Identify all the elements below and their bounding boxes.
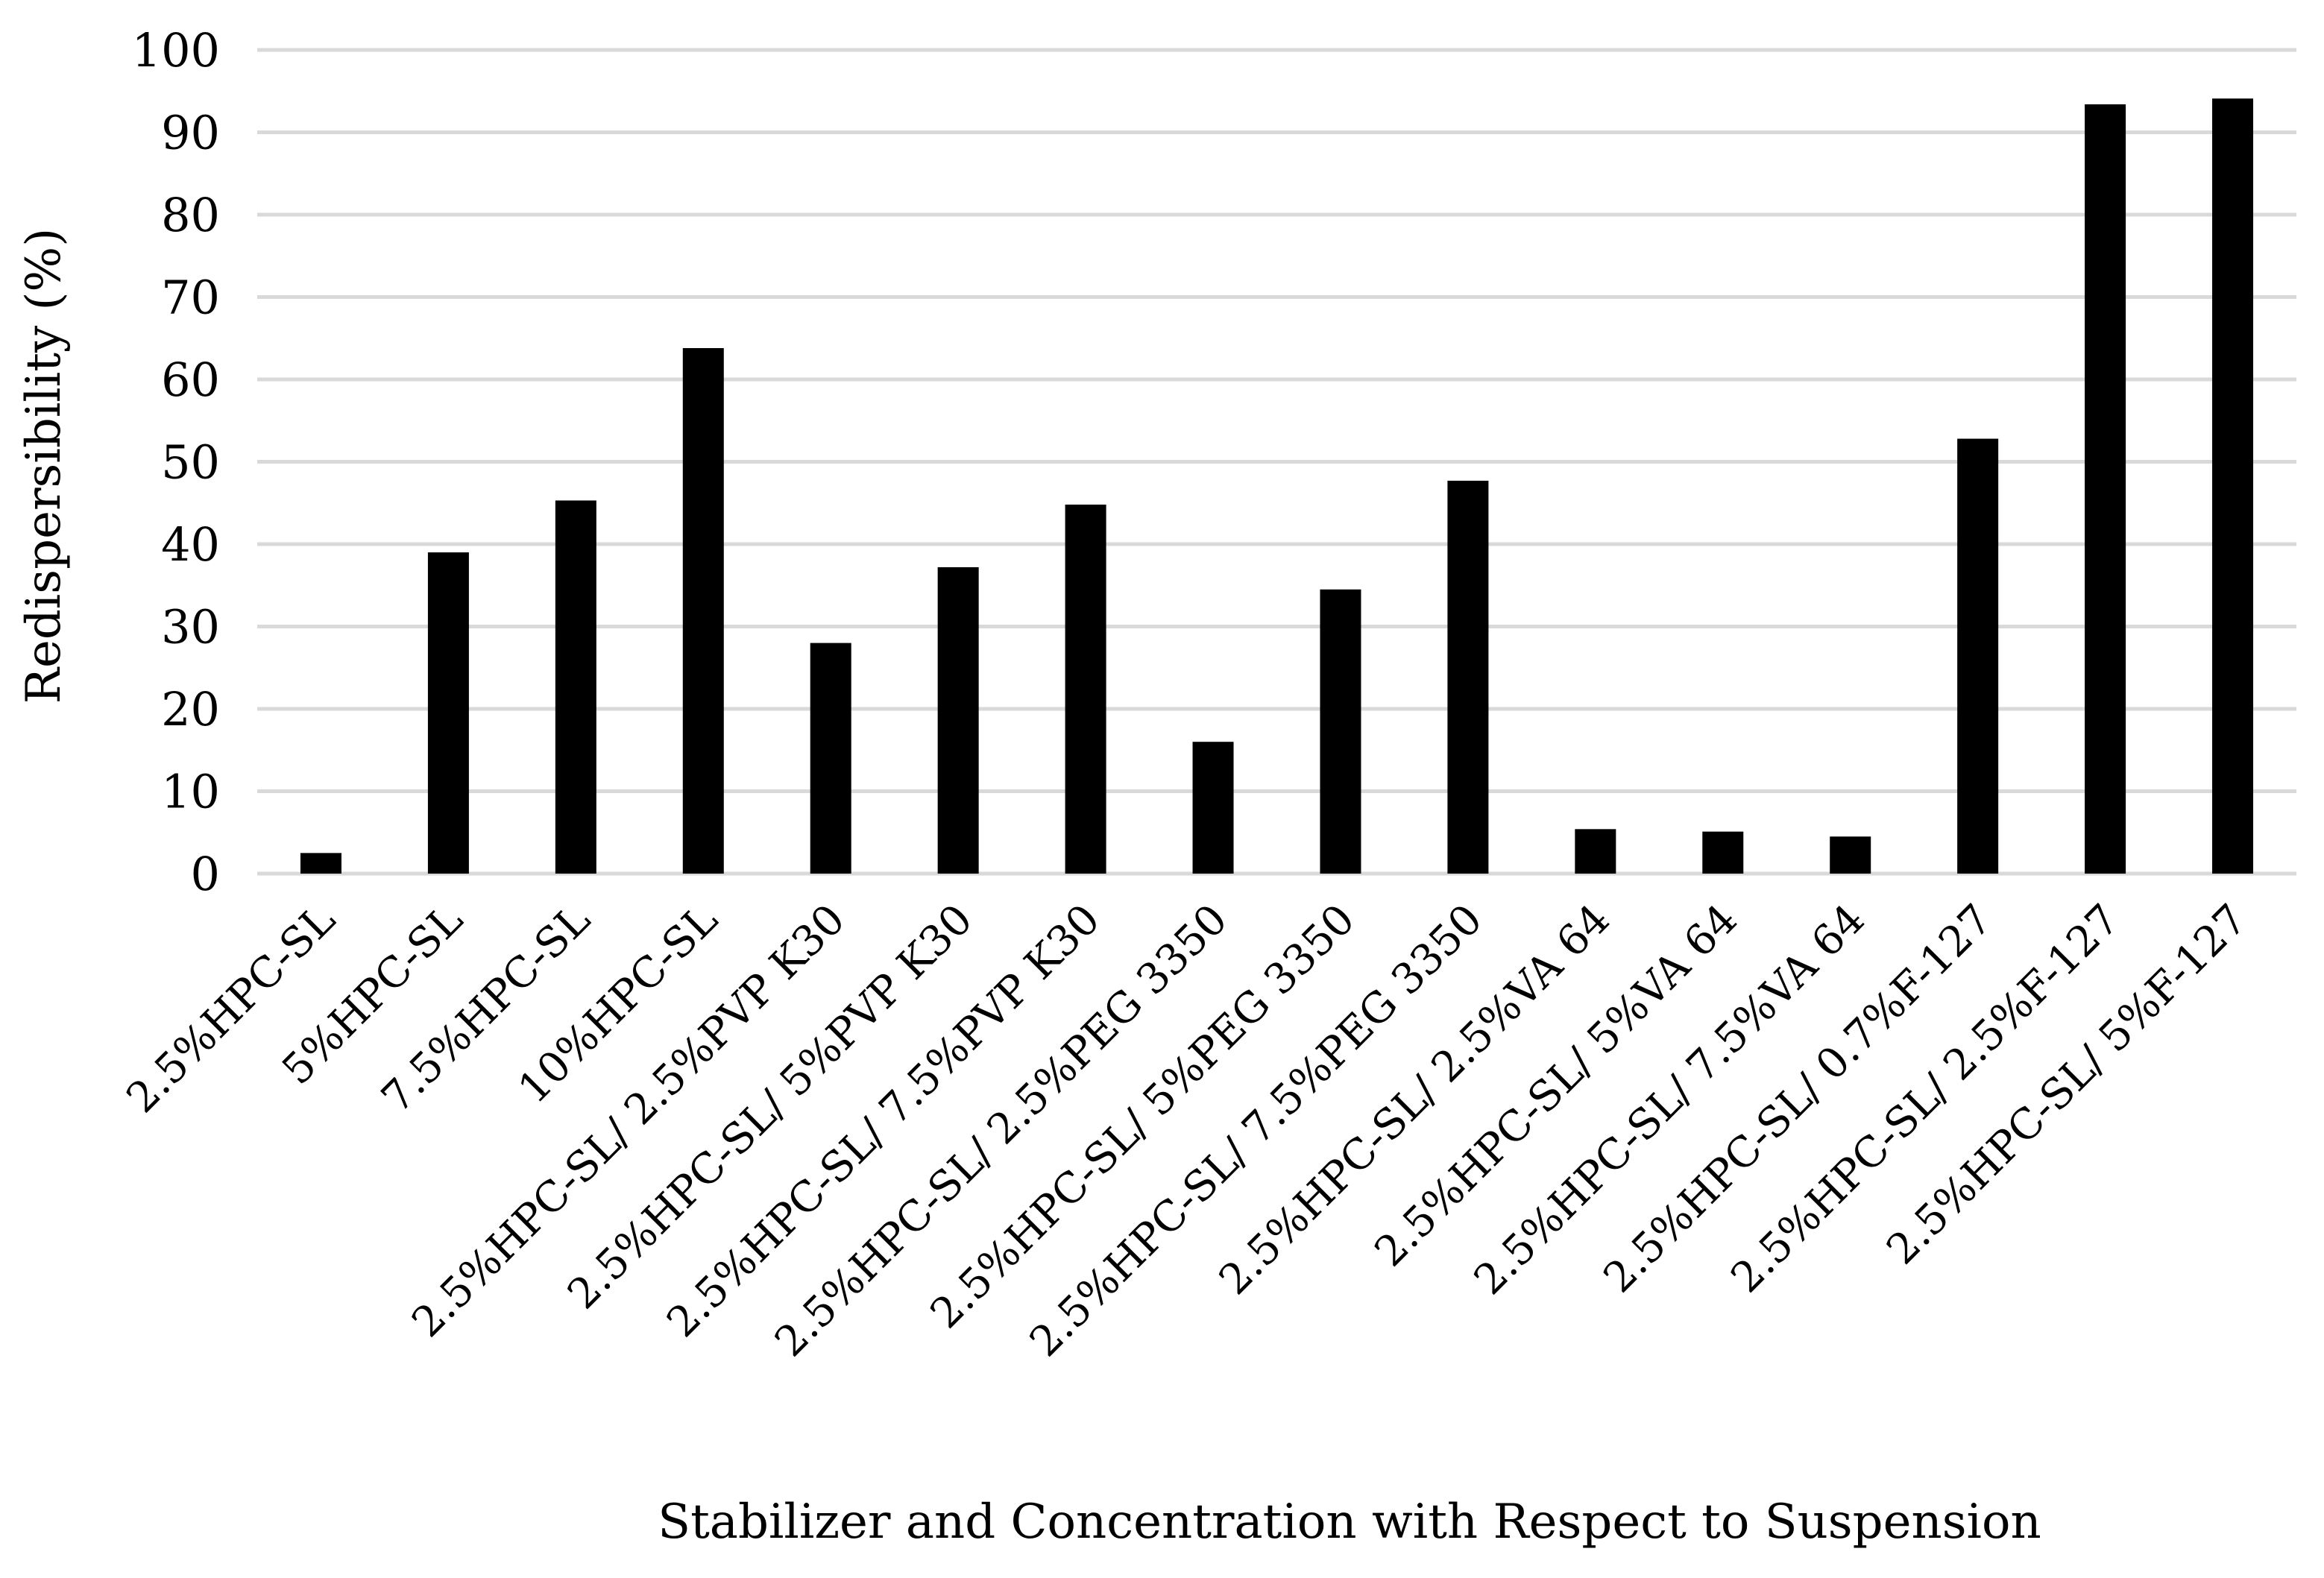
x-tick-label: 2.5%HPC-SL/ 7.5%PEG 3350 [1021, 895, 1492, 1366]
bar [1957, 438, 1999, 874]
x-tick-label: 2.5%HPC-SL/ 2.5%PEG 3350 [766, 895, 1237, 1366]
bar [937, 566, 979, 874]
y-tick-label: 80 [161, 188, 220, 242]
bar [300, 853, 341, 874]
bar [1830, 836, 1871, 874]
bar [682, 348, 724, 874]
x-tick-labels: 2.5%HPC-SL5%HPC-SL7.5%HPC-SL10%HPC-SL2.5… [118, 895, 2257, 1366]
y-tick-label: 60 [161, 353, 220, 407]
y-tick-label: 10 [161, 765, 220, 819]
y-tick-label: 40 [161, 517, 220, 572]
y-tick-label: 70 [161, 271, 220, 325]
y-tick-label: 0 [191, 847, 220, 901]
y-tick-label: 100 [132, 23, 220, 78]
bar [427, 552, 469, 874]
bar [1447, 480, 1489, 874]
bar [1320, 589, 1361, 874]
x-axis-title: Stabilizer and Concentration with Respec… [658, 1495, 2041, 1550]
bar [2212, 98, 2254, 874]
bar [1192, 742, 1234, 874]
y-tick-label: 90 [161, 106, 220, 160]
bar [1065, 504, 1106, 874]
bar [555, 500, 596, 874]
bar [810, 643, 851, 874]
bar [1575, 829, 1616, 874]
bars [300, 98, 2254, 874]
bar [1702, 831, 1744, 874]
y-tick-labels: 0 10 20 30 40 50 60 70 80 90 100 [132, 23, 220, 901]
y-tick-label: 20 [161, 682, 220, 736]
y-tick-label: 50 [161, 435, 220, 490]
y-axis-title: Redispersibility (%) [16, 228, 72, 704]
bar [2085, 104, 2126, 874]
gridlines [257, 48, 2296, 876]
y-tick-label: 30 [161, 600, 220, 654]
